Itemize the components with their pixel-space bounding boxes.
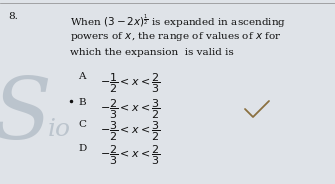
Text: When $(3-2x)^{\frac{1}{2}}$ is expanded in ascending: When $(3-2x)^{\frac{1}{2}}$ is expanded … [70, 12, 286, 30]
Text: C: C [78, 120, 86, 129]
Text: S: S [0, 74, 52, 156]
Text: 8.: 8. [8, 12, 18, 21]
Text: B: B [78, 98, 86, 107]
Text: $-\dfrac{2}{3}<x<\dfrac{2}{3}$: $-\dfrac{2}{3}<x<\dfrac{2}{3}$ [100, 144, 161, 167]
Text: A: A [78, 72, 85, 81]
Text: powers of $x$, the range of values of $x$ for: powers of $x$, the range of values of $x… [70, 30, 282, 43]
Text: which the expansion  is valid is: which the expansion is valid is [70, 48, 234, 57]
Text: $-\dfrac{2}{3}<x<\dfrac{3}{2}$: $-\dfrac{2}{3}<x<\dfrac{3}{2}$ [100, 98, 161, 121]
Text: $-\dfrac{1}{2}<x<\dfrac{2}{3}$: $-\dfrac{1}{2}<x<\dfrac{2}{3}$ [100, 72, 161, 95]
Text: D: D [78, 144, 86, 153]
Text: $-\dfrac{3}{2}<x<\dfrac{3}{2}$: $-\dfrac{3}{2}<x<\dfrac{3}{2}$ [100, 120, 161, 144]
Text: io: io [48, 118, 71, 141]
